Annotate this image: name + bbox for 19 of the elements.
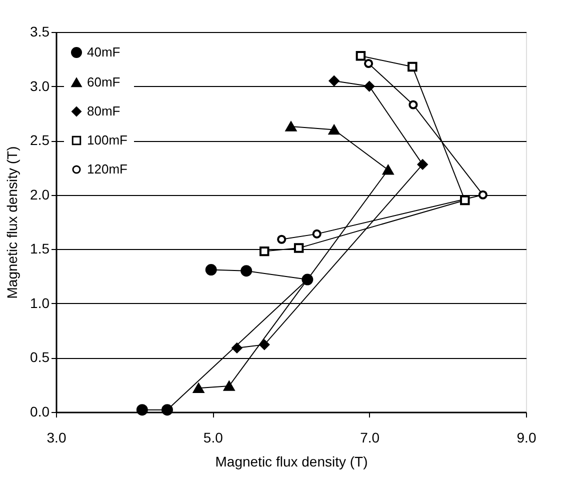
y-tick-label: 1.0 — [30, 294, 50, 311]
y-tick-label: 0.0 — [30, 404, 50, 420]
y-tick-label: 0.5 — [30, 349, 50, 366]
x-tick-label: 3.0 — [46, 430, 66, 446]
legend-label: 40mF — [87, 44, 120, 60]
x-tick-label: 5.0 — [203, 430, 224, 446]
legend-label: 60mF — [87, 74, 120, 90]
y-axis-title: Magnetic flux density (T) — [4, 146, 20, 299]
y-tick-label: 1.5 — [30, 240, 50, 257]
x-tick-label: 7.0 — [360, 430, 380, 446]
x-axis-title: Magnetic flux density (T) — [215, 454, 368, 470]
x-tick-label: 9.0 — [516, 430, 536, 446]
y-tick-label: 2.5 — [30, 132, 50, 148]
legend-label: 100mF — [87, 132, 128, 148]
y-tick-label: 3.5 — [30, 24, 50, 40]
y-tick-label: 2.0 — [30, 186, 50, 202]
legend-label: 80mF — [87, 104, 120, 118]
legend-label: 120mF — [87, 162, 128, 176]
y-tick-label: 3.0 — [30, 78, 50, 94]
